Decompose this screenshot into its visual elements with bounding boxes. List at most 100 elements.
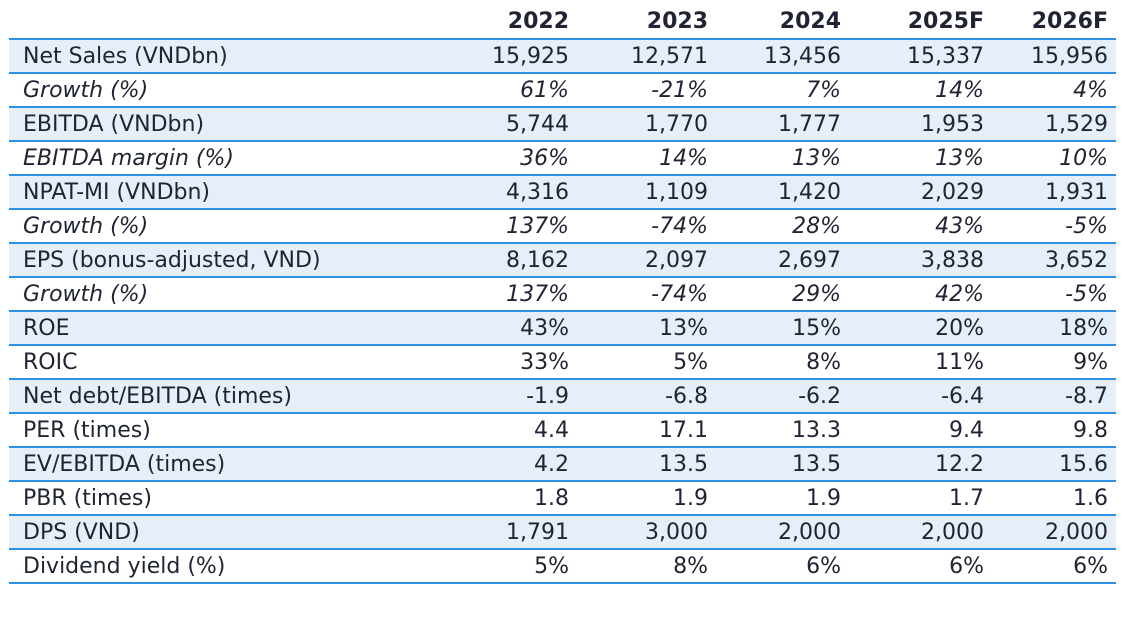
- header-cell-2022: 2022: [427, 4, 577, 40]
- value-cell: -6.4: [849, 379, 992, 414]
- value-cell: 13%: [716, 141, 849, 176]
- row-label: EBITDA margin (%): [9, 141, 427, 176]
- value-cell: 2,000: [716, 515, 849, 550]
- value-cell: 36%: [427, 141, 577, 176]
- value-cell: 1.9: [577, 481, 716, 516]
- value-cell: 6%: [992, 549, 1116, 584]
- row-label: PBR (times): [9, 481, 427, 516]
- value-cell: 3,838: [849, 243, 992, 278]
- value-cell: 18%: [992, 311, 1116, 346]
- value-cell: 14%: [577, 141, 716, 176]
- row-label: EBITDA (VNDbn): [9, 107, 427, 142]
- table-row: NPAT-MI (VNDbn) 4,316 1,109 1,420 2,029 1,931: [9, 175, 1116, 210]
- value-cell: 12,571: [577, 39, 716, 74]
- value-cell: 17.1: [577, 413, 716, 448]
- value-cell: 11%: [849, 345, 992, 380]
- value-cell: 15%: [716, 311, 849, 346]
- value-cell: 8%: [577, 549, 716, 584]
- value-cell: -6.8: [577, 379, 716, 414]
- value-cell: -21%: [577, 73, 716, 108]
- table-row: EPS (bonus-adjusted, VND) 8,162 2,097 2,697…: [9, 243, 1116, 278]
- value-cell: -6.2: [716, 379, 849, 414]
- table-row: ROIC 33% 5% 8% 11% 9%: [9, 345, 1116, 380]
- row-label: Growth (%): [9, 209, 427, 244]
- value-cell: -74%: [577, 277, 716, 312]
- value-cell: 3,652: [992, 243, 1116, 278]
- value-cell: 5%: [427, 549, 577, 584]
- value-cell: 1.8: [427, 481, 577, 516]
- value-cell: 13.5: [716, 447, 849, 482]
- value-cell: 1.6: [992, 481, 1116, 516]
- value-cell: 137%: [427, 209, 577, 244]
- value-cell: 33%: [427, 345, 577, 380]
- table-row: EV/EBITDA (times) 4.2 13.5 13.5 12.2 15.6: [9, 447, 1116, 482]
- value-cell: 4.4: [427, 413, 577, 448]
- table-row: Growth (%) 137% -74% 29% 42% -5%: [9, 277, 1116, 312]
- value-cell: -8.7: [992, 379, 1116, 414]
- value-cell: 2,097: [577, 243, 716, 278]
- table-row: Growth (%) 137% -74% 28% 43% -5%: [9, 209, 1116, 244]
- header-cell-label: [9, 4, 427, 40]
- value-cell: 4%: [992, 73, 1116, 108]
- row-label: ROE: [9, 311, 427, 346]
- table-row: EBITDA margin (%) 36% 14% 13% 13% 10%: [9, 141, 1116, 176]
- table-row: ROE 43% 13% 15% 20% 18%: [9, 311, 1116, 346]
- value-cell: 1,931: [992, 175, 1116, 210]
- value-cell: 1,770: [577, 107, 716, 142]
- value-cell: 43%: [427, 311, 577, 346]
- value-cell: 2,000: [992, 515, 1116, 550]
- value-cell: 43%: [849, 209, 992, 244]
- value-cell: 8%: [716, 345, 849, 380]
- value-cell: 1,420: [716, 175, 849, 210]
- row-label: Net Sales (VNDbn): [9, 39, 427, 74]
- value-cell: -5%: [992, 277, 1116, 312]
- value-cell: 1.7: [849, 481, 992, 516]
- table-row: Net Sales (VNDbn) 15,925 12,571 13,456 15,33…: [9, 39, 1116, 74]
- value-cell: 2,697: [716, 243, 849, 278]
- row-label: NPAT-MI (VNDbn): [9, 175, 427, 210]
- header-cell-2024: 2024: [716, 4, 849, 40]
- value-cell: 6%: [849, 549, 992, 584]
- value-cell: 15.6: [992, 447, 1116, 482]
- row-label: Growth (%): [9, 73, 427, 108]
- value-cell: 2,029: [849, 175, 992, 210]
- value-cell: 5%: [577, 345, 716, 380]
- value-cell: 28%: [716, 209, 849, 244]
- header-cell-2023: 2023: [577, 4, 716, 40]
- value-cell: 15,337: [849, 39, 992, 74]
- value-cell: 4,316: [427, 175, 577, 210]
- table-row: Growth (%) 61% -21% 7% 14% 4%: [9, 73, 1116, 108]
- row-label: EV/EBITDA (times): [9, 447, 427, 482]
- value-cell: 12.2: [849, 447, 992, 482]
- value-cell: 4.2: [427, 447, 577, 482]
- table-row: EBITDA (VNDbn) 5,744 1,770 1,777 1,953 1,529: [9, 107, 1116, 142]
- value-cell: 1,529: [992, 107, 1116, 142]
- row-label: EPS (bonus-adjusted, VND): [9, 243, 427, 278]
- table-row: PER (times) 4.4 17.1 13.3 9.4 9.8: [9, 413, 1116, 448]
- table-row: Net debt/EBITDA (times) -1.9 -6.8 -6.2 -6.4-…: [9, 379, 1116, 414]
- row-label: DPS (VND): [9, 515, 427, 550]
- value-cell: 8,162: [427, 243, 577, 278]
- value-cell: 13%: [577, 311, 716, 346]
- value-cell: 137%: [427, 277, 577, 312]
- value-cell: -5%: [992, 209, 1116, 244]
- value-cell: 42%: [849, 277, 992, 312]
- value-cell: 13.5: [577, 447, 716, 482]
- row-label: Growth (%): [9, 277, 427, 312]
- header-cell-2026f: 2026F: [992, 4, 1116, 40]
- value-cell: 1,791: [427, 515, 577, 550]
- value-cell: 10%: [992, 141, 1116, 176]
- row-label: PER (times): [9, 413, 427, 448]
- value-cell: 7%: [716, 73, 849, 108]
- header-row: 2022 2023 2024 2025F 2026F: [9, 4, 1116, 40]
- value-cell: 1,109: [577, 175, 716, 210]
- row-label: Net debt/EBITDA (times): [9, 379, 427, 414]
- value-cell: 9.4: [849, 413, 992, 448]
- financial-table: 2022 2023 2024 2025F 2026F Net Sales (VN…: [9, 4, 1116, 584]
- table-row: PBR (times) 1.8 1.9 1.9 1.7 1.6: [9, 481, 1116, 516]
- row-label: ROIC: [9, 345, 427, 380]
- value-cell: 14%: [849, 73, 992, 108]
- value-cell: 9%: [992, 345, 1116, 380]
- header-cell-2025f: 2025F: [849, 4, 992, 40]
- value-cell: 1,777: [716, 107, 849, 142]
